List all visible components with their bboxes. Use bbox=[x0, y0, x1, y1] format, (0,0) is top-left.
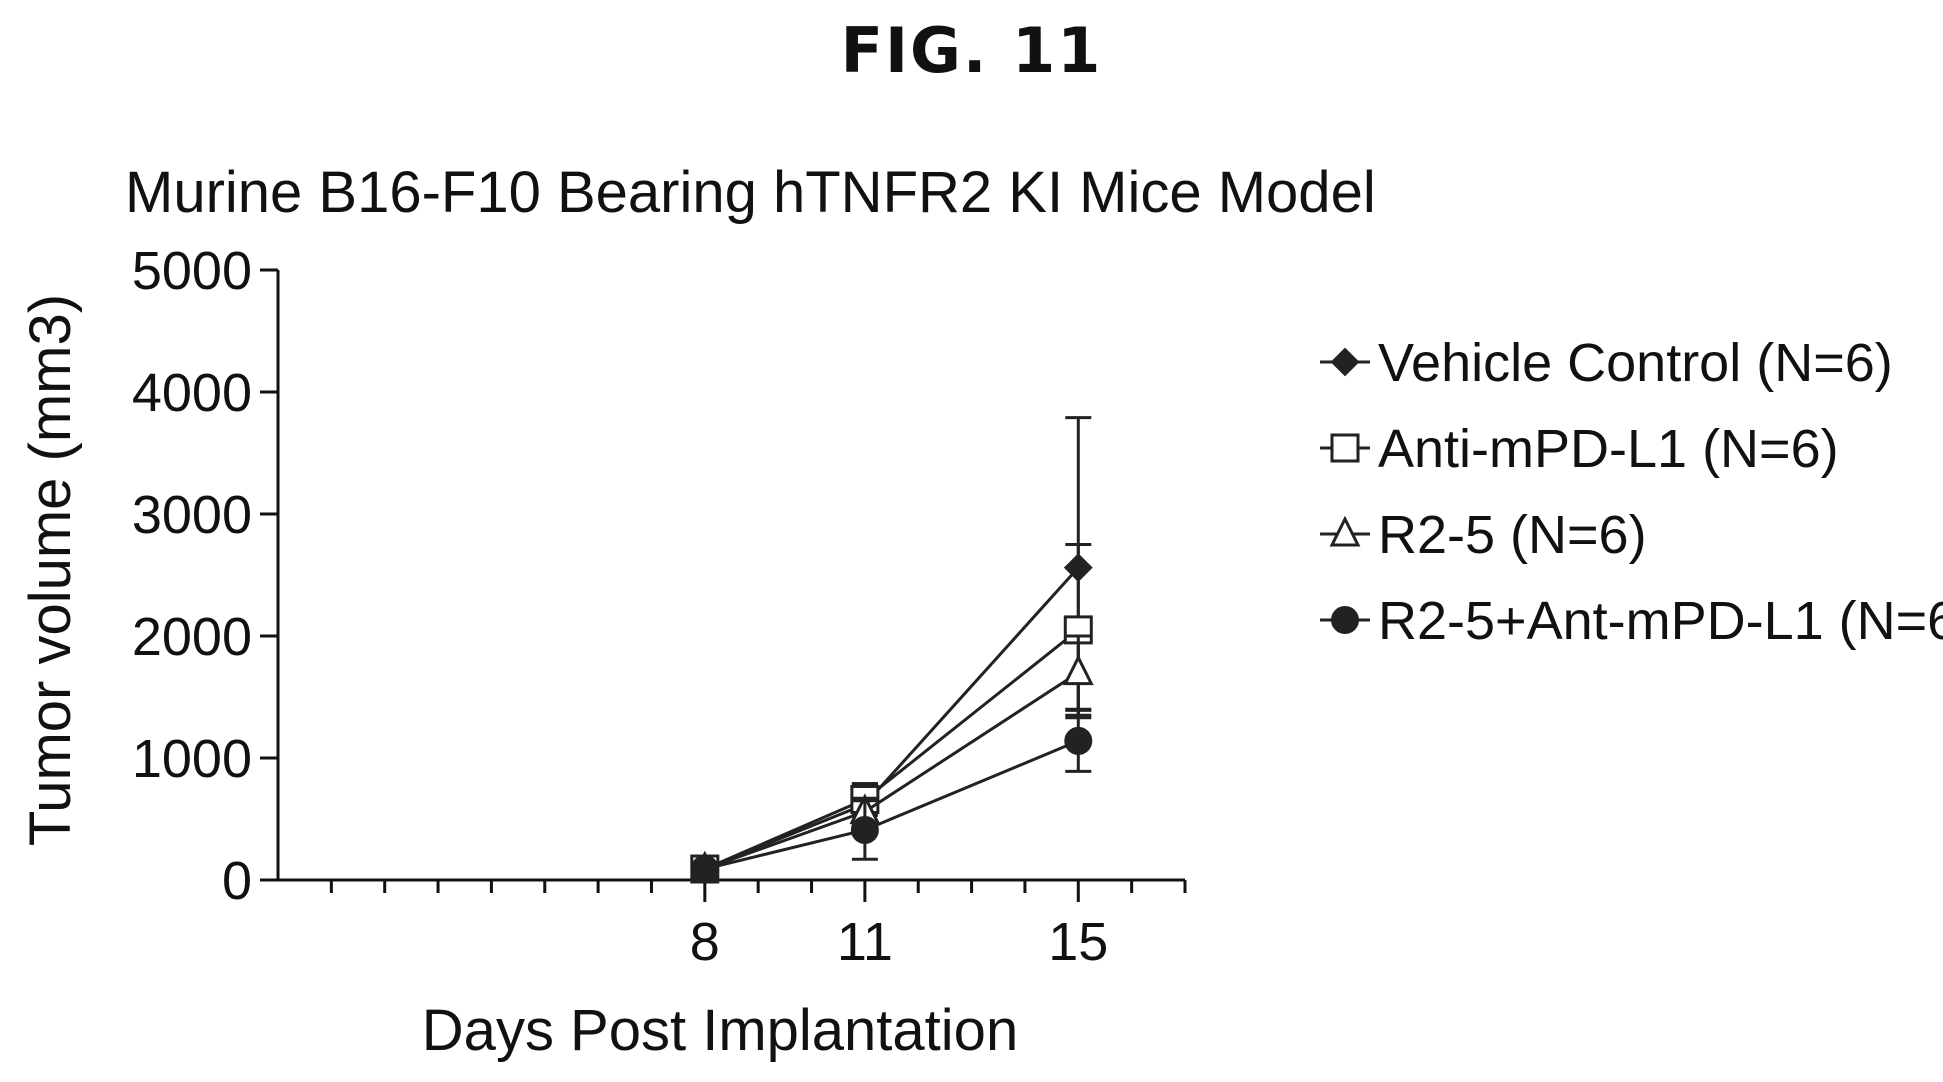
y-tick-label: 4000 bbox=[132, 363, 252, 423]
chart-title: Murine B16-F10 Bearing hTNFR2 KI Mice Mo… bbox=[125, 160, 1376, 225]
x-tick-label: 8 bbox=[690, 912, 720, 972]
series-line bbox=[705, 673, 1078, 869]
x-tick-label: 11 bbox=[837, 912, 893, 972]
legend-marker bbox=[1332, 607, 1358, 633]
legend-marker bbox=[1332, 349, 1358, 375]
y-axis-label: Tumor volume (mm3) bbox=[18, 294, 83, 846]
legend-marker bbox=[1332, 519, 1358, 545]
series-line bbox=[705, 568, 1078, 869]
legend-item-2: Anti-mPD-L1 (N=6) bbox=[1320, 419, 1839, 479]
data-point bbox=[692, 856, 718, 882]
legend-label: Anti-mPD-L1 (N=6) bbox=[1378, 419, 1839, 479]
series-1 bbox=[692, 418, 1091, 882]
legend-item-1: Vehicle Control (N=6) bbox=[1320, 333, 1893, 393]
y-tick-label: 0 bbox=[222, 851, 252, 911]
data-point bbox=[1065, 728, 1091, 754]
series-3 bbox=[692, 636, 1091, 880]
x-tick-label: 15 bbox=[1048, 912, 1108, 972]
y-tick-label: 5000 bbox=[132, 241, 252, 301]
x-axis-label: Days Post Implantation bbox=[422, 998, 1018, 1063]
data-point bbox=[1065, 658, 1091, 684]
series-4 bbox=[692, 710, 1091, 882]
axes: 0 1000 2000 3000 4000 5000 8 11 15 bbox=[132, 241, 1185, 972]
legend-marker bbox=[1332, 435, 1358, 461]
series-2 bbox=[692, 545, 1091, 883]
series-group bbox=[692, 418, 1091, 882]
legend-label: Vehicle Control (N=6) bbox=[1378, 333, 1893, 393]
data-point bbox=[852, 817, 878, 843]
legend-label: R2-5+Ant-mPD-L1 (N=6) bbox=[1378, 591, 1943, 651]
series-line bbox=[705, 630, 1078, 869]
y-tick-label: 1000 bbox=[132, 729, 252, 789]
y-tick-label: 2000 bbox=[132, 607, 252, 667]
legend-item-3: R2-5 (N=6) bbox=[1320, 505, 1647, 565]
y-tick-label: 3000 bbox=[132, 485, 252, 545]
legend-item-4: R2-5+Ant-mPD-L1 (N=6) bbox=[1320, 591, 1943, 651]
legend-label: R2-5 (N=6) bbox=[1378, 505, 1647, 565]
legend: Vehicle Control (N=6) Anti-mPD-L1 (N=6) R2… bbox=[1320, 333, 1943, 651]
